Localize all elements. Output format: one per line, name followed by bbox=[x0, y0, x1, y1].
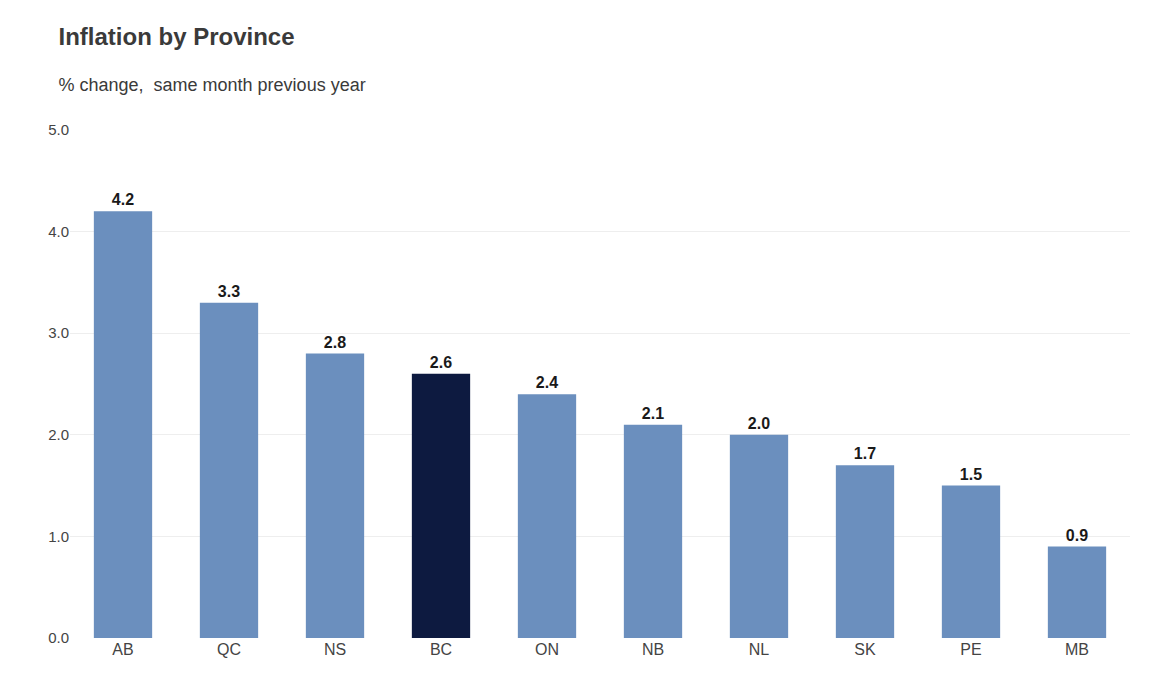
svg-text:2.0: 2.0 bbox=[48, 426, 69, 443]
svg-text:NS: NS bbox=[324, 641, 346, 658]
svg-text:Inflation by Province: Inflation by Province bbox=[59, 23, 295, 50]
svg-text:4.0: 4.0 bbox=[48, 223, 69, 240]
svg-text:QC: QC bbox=[217, 641, 241, 658]
svg-text:0.9: 0.9 bbox=[1066, 527, 1088, 544]
svg-text:AB: AB bbox=[112, 641, 133, 658]
svg-text:PE: PE bbox=[960, 641, 981, 658]
svg-text:NB: NB bbox=[642, 641, 664, 658]
svg-text:ON: ON bbox=[535, 641, 559, 658]
svg-text:NL: NL bbox=[749, 641, 770, 658]
svg-text:3.3: 3.3 bbox=[218, 283, 240, 300]
svg-text:2.0: 2.0 bbox=[748, 415, 770, 432]
svg-text:MB: MB bbox=[1065, 641, 1089, 658]
svg-text:1.0: 1.0 bbox=[48, 528, 69, 545]
svg-text:2.8: 2.8 bbox=[324, 334, 346, 351]
svg-text:1.5: 1.5 bbox=[960, 466, 982, 483]
svg-text:SK: SK bbox=[854, 641, 876, 658]
svg-text:2.1: 2.1 bbox=[642, 405, 664, 422]
svg-text:0.0: 0.0 bbox=[48, 629, 69, 646]
svg-text:2.6: 2.6 bbox=[430, 354, 452, 371]
svg-text:2.4: 2.4 bbox=[536, 374, 558, 391]
svg-text:1.7: 1.7 bbox=[854, 445, 876, 462]
svg-text:3.0: 3.0 bbox=[48, 324, 69, 341]
svg-text:BC: BC bbox=[430, 641, 452, 658]
svg-text:4.2: 4.2 bbox=[112, 191, 134, 208]
svg-text:% change, same month previous: % change, same month previous year bbox=[59, 75, 366, 95]
svg-text:5.0: 5.0 bbox=[48, 121, 69, 138]
